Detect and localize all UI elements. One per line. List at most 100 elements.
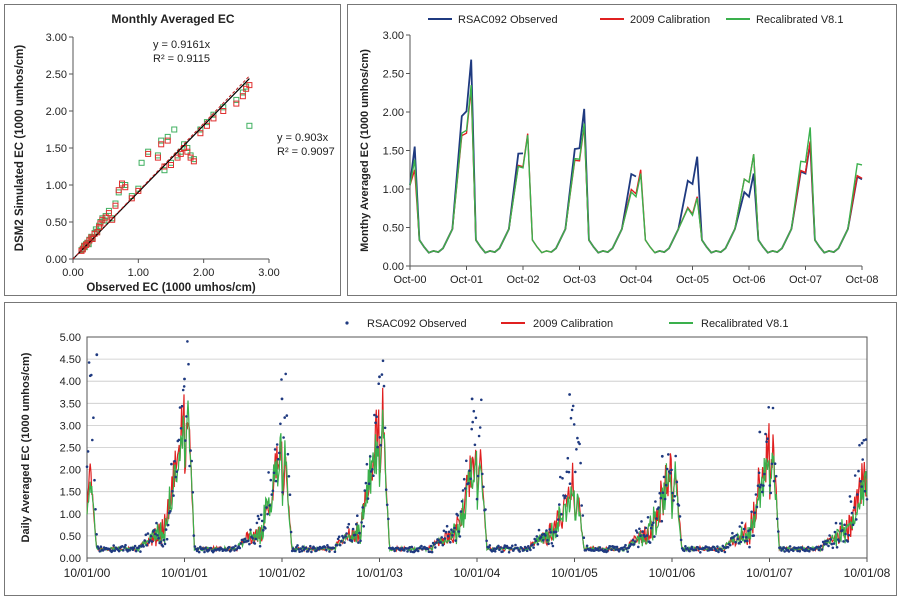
daily-observed-point — [472, 409, 476, 413]
daily-x-tick-label: 10/01/05 — [551, 566, 598, 580]
daily-observed-point — [326, 544, 329, 547]
daily-observed-point — [834, 521, 838, 525]
daily-observed-point — [643, 535, 647, 538]
monthly-x-tick-label: Oct-01 — [450, 274, 483, 286]
daily-observed-point — [385, 503, 389, 507]
daily-observed-point — [98, 550, 102, 553]
daily-observed-point — [174, 475, 177, 479]
daily-observed-point — [603, 548, 607, 552]
daily-observed-point — [113, 549, 117, 552]
daily-observed-point — [470, 427, 474, 431]
daily-observed-point — [509, 546, 513, 550]
daily-observed-point — [351, 527, 355, 531]
daily-observed-point — [768, 484, 772, 487]
daily-observed-point — [373, 413, 376, 417]
daily-observed-point — [264, 527, 267, 530]
daily-observed-point — [673, 494, 676, 498]
daily-observed-point — [707, 546, 711, 549]
daily-observed-point — [327, 546, 330, 549]
daily-observed-point — [566, 456, 570, 460]
daily-observed-point — [597, 549, 601, 552]
daily-observed-point — [282, 436, 285, 439]
scatter-point — [135, 187, 142, 194]
daily-observed-point — [860, 485, 863, 488]
scatter-point — [246, 82, 253, 89]
daily-observed-point — [820, 548, 824, 551]
daily-observed-point — [165, 537, 169, 541]
daily-observed-point — [463, 487, 467, 490]
daily-observed-point — [164, 528, 168, 531]
daily-observed-point — [860, 441, 864, 445]
daily-x-tick-label: 10/01/07 — [746, 566, 793, 580]
daily-observed-point — [715, 549, 718, 552]
daily-legend-label: RSAC092 Observed — [367, 318, 467, 330]
daily-observed-point — [625, 547, 628, 550]
daily-observed-point — [306, 549, 310, 553]
daily-observed-point — [324, 546, 327, 549]
daily-observed-point — [233, 549, 236, 552]
daily-observed-point — [777, 530, 780, 533]
daily-observed-point — [832, 542, 836, 545]
daily-y-tick-label: 5.00 — [60, 332, 81, 344]
daily-observed-point — [207, 548, 211, 552]
daily-observed-point — [772, 479, 776, 483]
daily-observed-point — [290, 549, 294, 553]
scatter-x-tick-label: 1.00 — [128, 267, 149, 279]
scatter-point — [210, 111, 217, 118]
daily-observed-point — [549, 531, 552, 534]
daily-observed-point — [705, 545, 708, 549]
daily-observed-point — [569, 416, 573, 420]
monthly-x-tick-label: Oct-05 — [676, 274, 709, 286]
daily-observed-point — [771, 406, 775, 410]
daily-y-tick-label: 4.50 — [60, 354, 81, 366]
daily-observed-point — [862, 439, 866, 442]
monthly-x-tick-label: Oct-04 — [619, 274, 652, 286]
daily-observed-point — [514, 543, 517, 547]
scatter-chart: Monthly Averaged EC 0.00 0.50 1.00 1.50 2.00 2… — [14, 12, 335, 294]
daily-observed-point — [253, 542, 257, 545]
daily-observed-point — [831, 546, 835, 550]
daily-observed-point — [684, 545, 687, 548]
daily-observed-point — [337, 535, 341, 538]
panel-monthly-timeseries: 0.00 0.50 1.00 1.50 2.00 2.50 3.00 Oct-00 Oct-01… — [347, 4, 897, 296]
scatter-point — [119, 180, 125, 187]
daily-observed-point — [95, 353, 99, 357]
daily-observed-point — [260, 519, 264, 523]
red-equation: y = 0.903x — [277, 132, 329, 144]
daily-observed-point — [520, 547, 524, 550]
daily-observed-point — [664, 483, 668, 487]
daily-observed-point — [567, 470, 571, 474]
daily-observed-point — [579, 461, 582, 465]
daily-observed-point — [364, 481, 368, 485]
daily-observed-point — [849, 500, 853, 503]
daily-observed-point — [346, 526, 350, 529]
scatter-point — [174, 154, 181, 161]
daily-observed-point — [242, 540, 246, 544]
daily-observed-point — [149, 534, 153, 538]
scatter-point — [239, 93, 246, 100]
daily-observed-point — [622, 548, 625, 552]
daily-observed-point — [563, 496, 566, 500]
daily-observed-point — [343, 541, 346, 544]
daily-observed-point — [146, 532, 150, 535]
daily-observed-point — [628, 544, 632, 548]
daily-observed-point — [275, 443, 279, 446]
daily-observed-point — [159, 540, 162, 544]
daily-observed-point — [428, 550, 432, 554]
daily-observed-point — [243, 537, 247, 541]
daily-observed-point — [301, 545, 305, 548]
daily-observed-point — [393, 549, 397, 553]
daily-observed-point — [480, 398, 483, 402]
daily-observed-point — [817, 548, 821, 552]
daily-observed-point — [379, 443, 383, 447]
daily-observed-point — [188, 464, 191, 468]
daily-observed-point — [366, 497, 370, 500]
daily-y-tick-label: 1.50 — [60, 487, 81, 499]
daily-y-label: Daily Averaged EC (1000 umhos/cm) — [20, 352, 32, 542]
daily-observed-point — [429, 544, 433, 548]
monthly-legend-label: RSAC092 Observed — [458, 14, 558, 26]
daily-observed-point — [166, 523, 170, 527]
scatter-point — [97, 220, 104, 227]
daily-observed-point — [800, 546, 804, 549]
daily-observed-point — [556, 518, 560, 521]
